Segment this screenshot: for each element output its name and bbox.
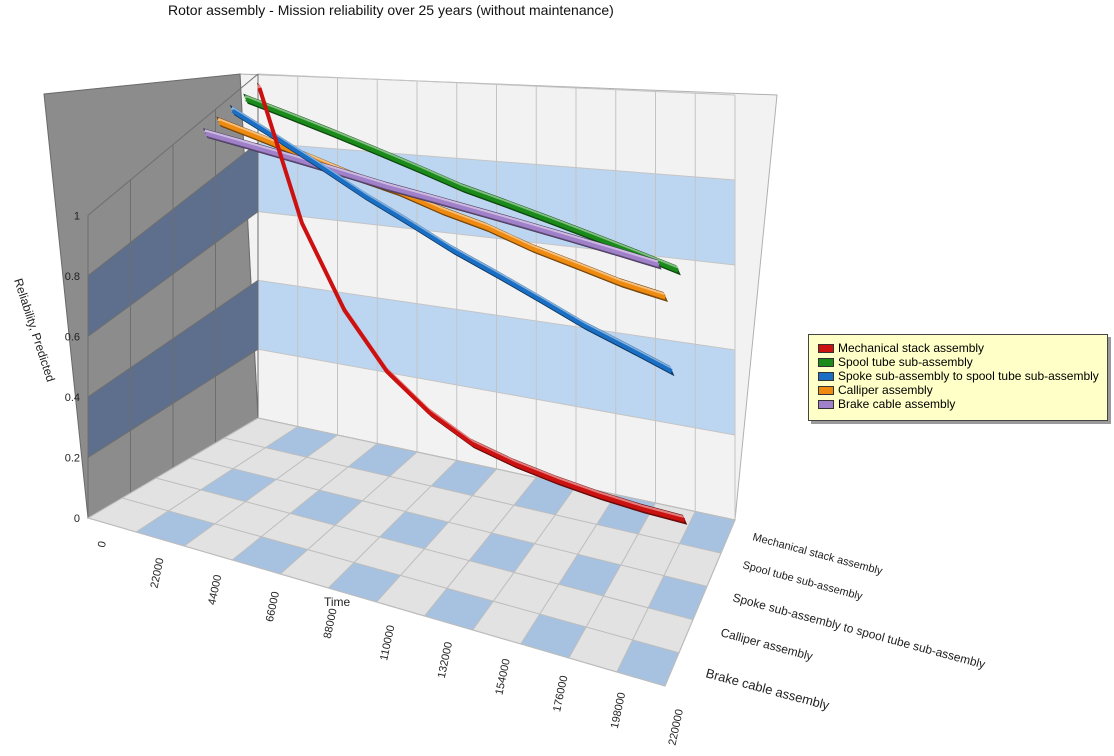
- legend-swatch: [818, 371, 834, 381]
- floor-band: [424, 588, 494, 630]
- x-tick-label: 66000: [264, 591, 282, 623]
- floor-band: [648, 575, 707, 620]
- back-wall-gridline: [257, 142, 736, 181]
- legend: Mechanical stack assembly Spool tube sub-…: [808, 334, 1108, 421]
- floor-gridline: [121, 497, 680, 654]
- x-tick-label: 132000: [436, 641, 455, 679]
- floor-band: [469, 532, 535, 573]
- x-tick-label: 154000: [493, 658, 512, 696]
- y-tick-label: 0: [74, 513, 80, 525]
- side-wall-gridline: [87, 348, 259, 458]
- floor-gridline: [155, 477, 694, 621]
- floor-band: [558, 554, 621, 596]
- depth-axis-label: Spoke sub-assembly to spool tube sub-ass…: [731, 590, 987, 671]
- floor-gridline: [472, 485, 577, 631]
- floor-gridline: [328, 460, 458, 589]
- x-tick-label: 198000: [609, 691, 628, 729]
- floor-band: [348, 443, 417, 477]
- floor-gridline: [664, 519, 736, 687]
- legend-swatch: [818, 399, 834, 409]
- x-tick-label: 176000: [551, 675, 570, 713]
- floor-gridline: [376, 468, 497, 603]
- y-tick-label: 1: [74, 210, 80, 222]
- side-wall-gridline: [87, 73, 259, 216]
- floor-band: [513, 477, 576, 515]
- floor-band: [520, 614, 587, 658]
- series-ribbon-face: [257, 87, 686, 523]
- x-axis-label: Time: [324, 595, 351, 609]
- floor-band: [200, 468, 277, 502]
- series-2-ribbon: [229, 104, 675, 377]
- y-axis-label: Reliability, Predicted: [11, 277, 58, 384]
- floor-band: [328, 562, 401, 602]
- back-wall-gridline: [257, 348, 736, 436]
- legend-label: Spool tube sub-assembly: [838, 355, 973, 369]
- x-tick-label: 0: [96, 540, 109, 548]
- floor-band: [232, 536, 308, 574]
- series-0-ribbon: [257, 82, 688, 525]
- floor-gridline: [424, 477, 537, 617]
- legend-entry: Spoke sub-assembly to spool tube sub-ass…: [818, 369, 1099, 383]
- legend-label: Calliper assembly: [838, 383, 933, 397]
- floor-band: [616, 639, 679, 686]
- x-tick-label: 110000: [378, 624, 397, 662]
- floor-gridline: [183, 434, 338, 547]
- series-ribbon-face: [231, 109, 673, 374]
- side-wall-gridline: [87, 279, 259, 398]
- chart-title: Rotor assembly - Mission reliability ove…: [168, 2, 614, 18]
- legend-label: Mechanical stack assembly: [838, 341, 985, 355]
- legend-entry: Calliper assembly: [818, 383, 933, 397]
- back-wall-gridline: [257, 73, 736, 96]
- floor-gridline: [231, 443, 378, 561]
- back-wall-gridline: [257, 211, 736, 266]
- x-tick-label: 88000: [322, 607, 340, 639]
- floor-band: [679, 511, 735, 554]
- floor-gridline: [568, 502, 656, 659]
- floor-gridline: [280, 451, 418, 575]
- floor-gridline: [135, 426, 299, 533]
- y-tick-label: 0.2: [65, 452, 80, 464]
- series-1-ribbon: [243, 93, 681, 276]
- series-ribbon-face: [245, 97, 679, 273]
- legend-label: Brake cable assembly: [838, 397, 956, 411]
- floor-gridline: [87, 517, 666, 687]
- floor-gridline: [87, 417, 259, 519]
- y-tick-label: 0.6: [65, 331, 80, 343]
- legend-entry: Brake cable assembly: [818, 397, 955, 411]
- legend-swatch: [818, 357, 834, 367]
- floor-gridline: [257, 417, 736, 521]
- legend-swatch: [818, 343, 834, 353]
- legend-entry: Mechanical stack assembly: [818, 341, 984, 355]
- side-wall-gridline: [87, 211, 259, 337]
- floor-gridline: [520, 494, 617, 645]
- floor-band: [379, 511, 449, 549]
- floor-gridline: [616, 511, 696, 673]
- x-tick-label: 22000: [149, 557, 167, 589]
- x-tick-label: 44000: [206, 574, 224, 606]
- legend-swatch: [818, 385, 834, 395]
- series-ribbon-highlight: [244, 95, 678, 270]
- depth-axis-label: Brake cable assembly: [704, 665, 831, 713]
- side-wall-gridline: [87, 142, 259, 277]
- legend-label: Spoke sub-assembly to spool tube sub-ass…: [838, 369, 1099, 383]
- x-tick-label: 220000: [667, 708, 686, 746]
- floor-gridline: [189, 457, 708, 587]
- depth-axis-label: Calliper assembly: [719, 625, 814, 663]
- legend-entry: Spool tube sub-assembly: [818, 355, 973, 369]
- y-tick-label: 0.4: [65, 392, 80, 404]
- floor-gridline: [223, 437, 722, 554]
- y-tick-label: 0.8: [65, 271, 80, 283]
- floor-band: [265, 426, 338, 458]
